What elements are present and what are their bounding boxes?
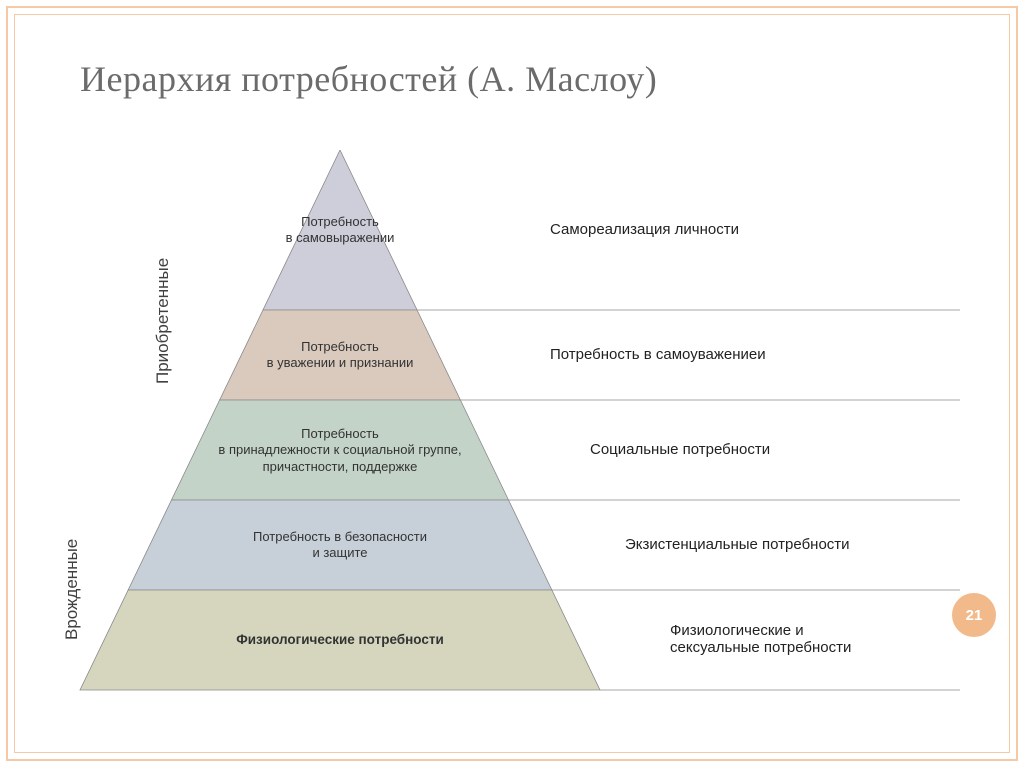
- maslow-diagram: Потребностьв самовыражении Потребностьв у…: [50, 150, 970, 710]
- slide-title: Иерархия потребностей (А. Маслоу): [80, 58, 657, 100]
- pyramid-right-label: Потребность в самоуважениеи: [550, 346, 766, 363]
- pyramid-right-label: Социальные потребности: [590, 441, 770, 458]
- pyramid-inner-label: Потребность в безопасностии защите: [253, 529, 427, 562]
- pyramid-inner-label: Физиологические потребности: [236, 632, 444, 649]
- pyramid-right-label: Экзистенциальные потребности: [625, 536, 850, 553]
- pyramid-inner-label: Потребностьв принадлежности к социальной…: [218, 426, 461, 475]
- pyramid-right-label: Физиологические исексуальные потребности: [670, 622, 851, 656]
- side-group-label: Врожденные: [62, 539, 82, 640]
- pyramid-inner-label: Потребностьв уважении и признании: [267, 339, 414, 372]
- pyramid-inner-label: Потребностьв самовыражении: [286, 214, 395, 247]
- side-group-label: Приобретенные: [153, 257, 173, 383]
- pyramid-right-label: Самореализация личности: [550, 221, 739, 238]
- slide-title-text: Иерархия потребностей (А. Маслоу): [80, 59, 657, 99]
